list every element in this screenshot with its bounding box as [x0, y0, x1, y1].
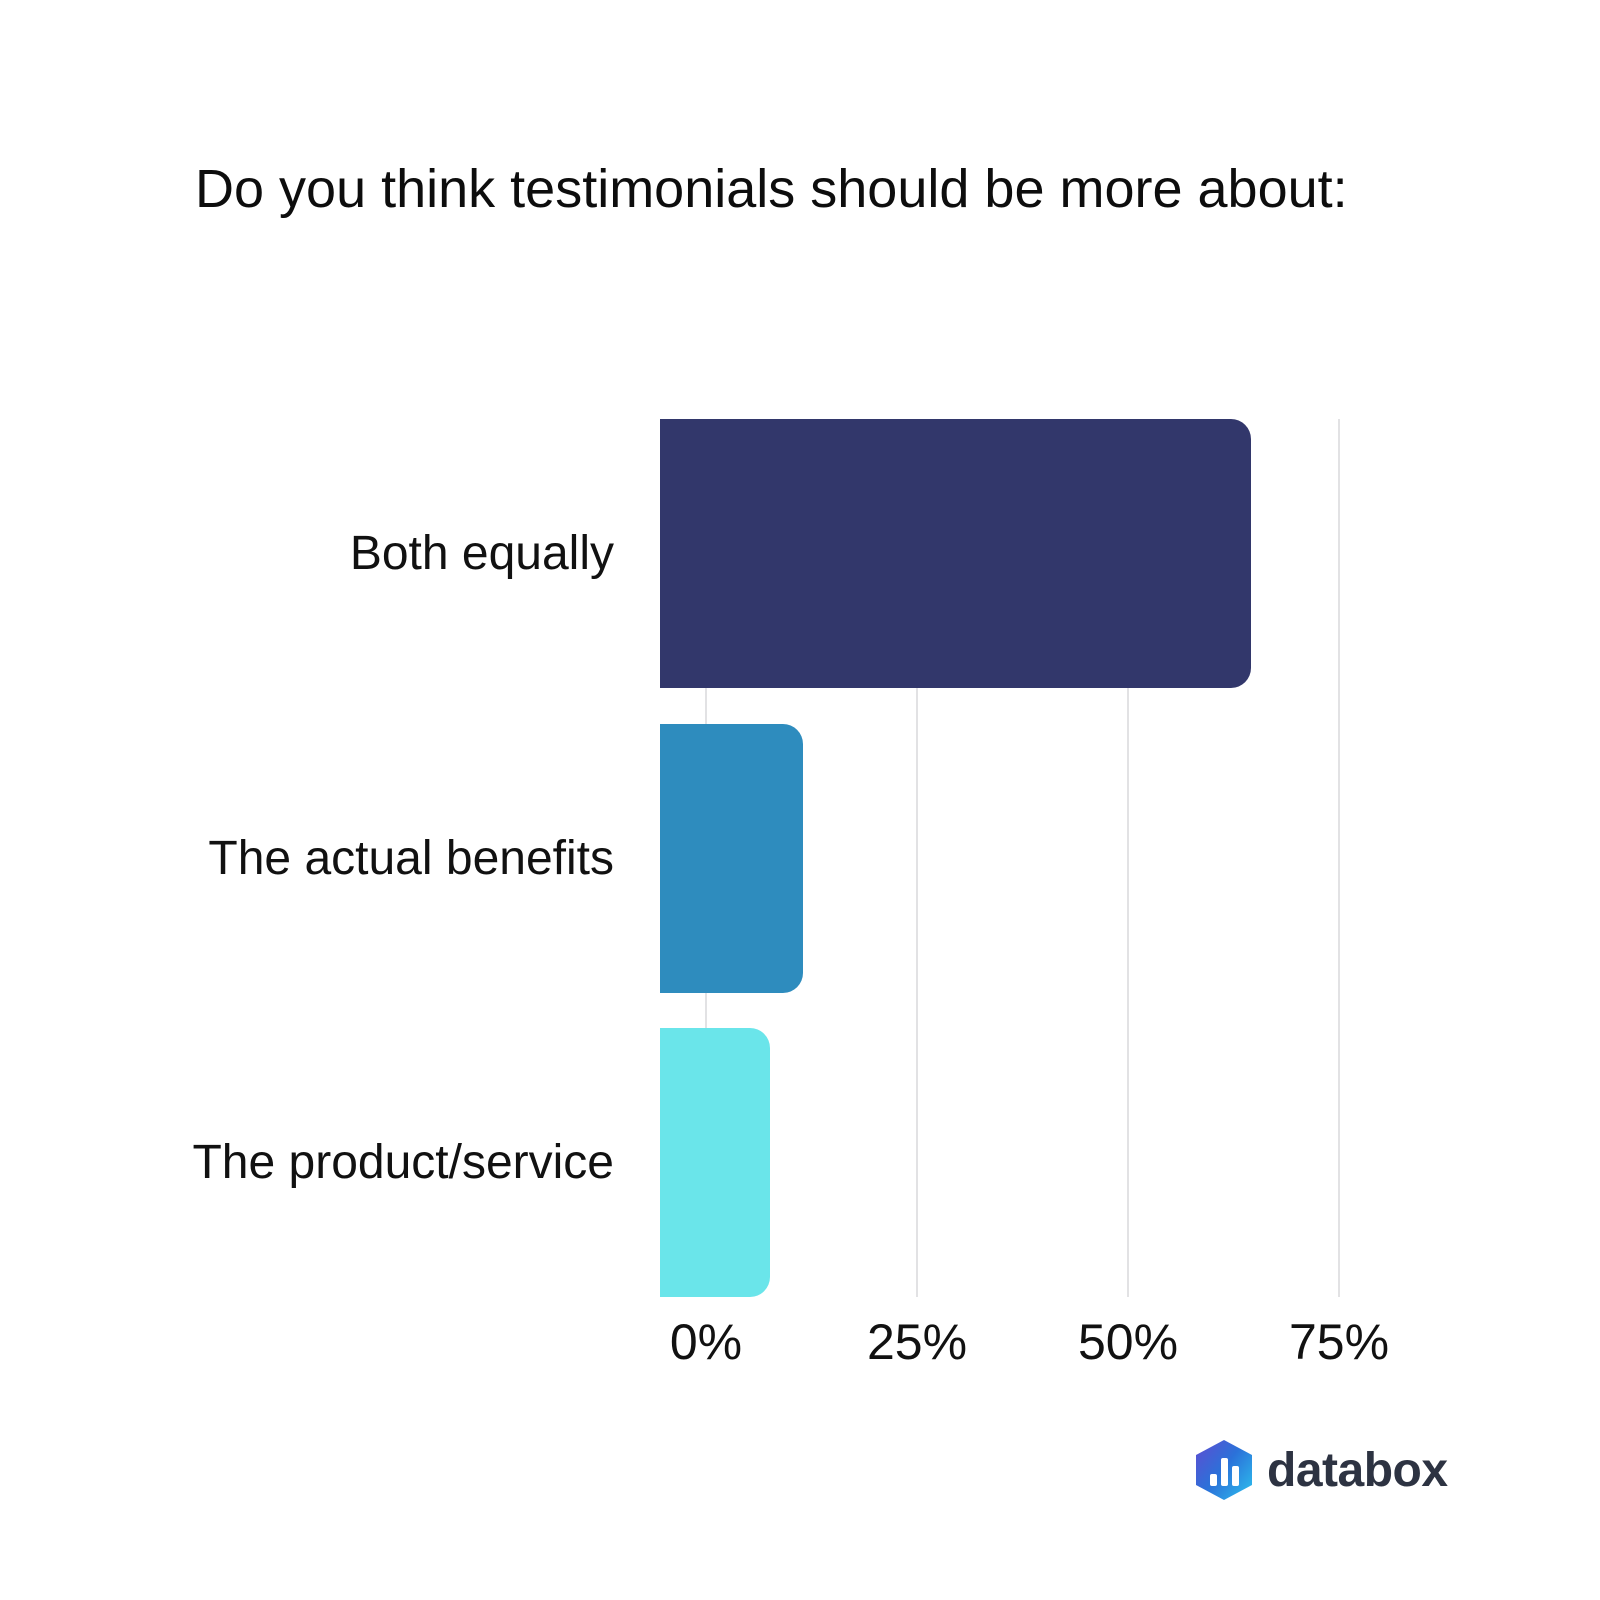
logo-bar-tall — [1220, 1458, 1228, 1486]
x-tick-label: 0% — [669, 1314, 743, 1370]
value-bar — [660, 723, 804, 993]
plot-rows: Both equally The actual benefits The produ… — [190, 419, 1354, 1297]
gridline-50% — [1127, 419, 1129, 1297]
bar-chart-icon — [1196, 1440, 1252, 1500]
category-label: The product/service — [192, 1136, 614, 1189]
x-axis: 0% 25% 50% 75% — [670, 1313, 1389, 1383]
gridline-75% — [1338, 419, 1340, 1297]
databox-logo-icon — [1196, 1440, 1252, 1500]
value-bar — [660, 1028, 770, 1297]
x-tick-label: 75% — [1288, 1314, 1390, 1370]
page-title: Do you think testimonials should be more… — [195, 159, 1348, 219]
databox-logo: databox — [1196, 1440, 1448, 1500]
bar-row: Both equally — [190, 419, 1354, 688]
databox-logo-text: databox — [1267, 1443, 1448, 1497]
x-tick-label: 25% — [866, 1314, 968, 1370]
logo-bar-short — [1209, 1474, 1217, 1486]
category-label: The actual benefits — [208, 831, 614, 885]
bar-row: The actual benefits — [190, 723, 1354, 993]
category-label: Both equally — [349, 527, 614, 580]
x-tick-label: 50% — [1077, 1314, 1179, 1370]
bar-row: The product/service — [190, 1028, 1354, 1297]
bar-chart: Both equally The actual benefits The produ… — [190, 419, 1354, 1297]
value-bar — [660, 419, 1251, 688]
gridline-25% — [916, 419, 918, 1297]
logo-bar-medium — [1231, 1466, 1239, 1486]
